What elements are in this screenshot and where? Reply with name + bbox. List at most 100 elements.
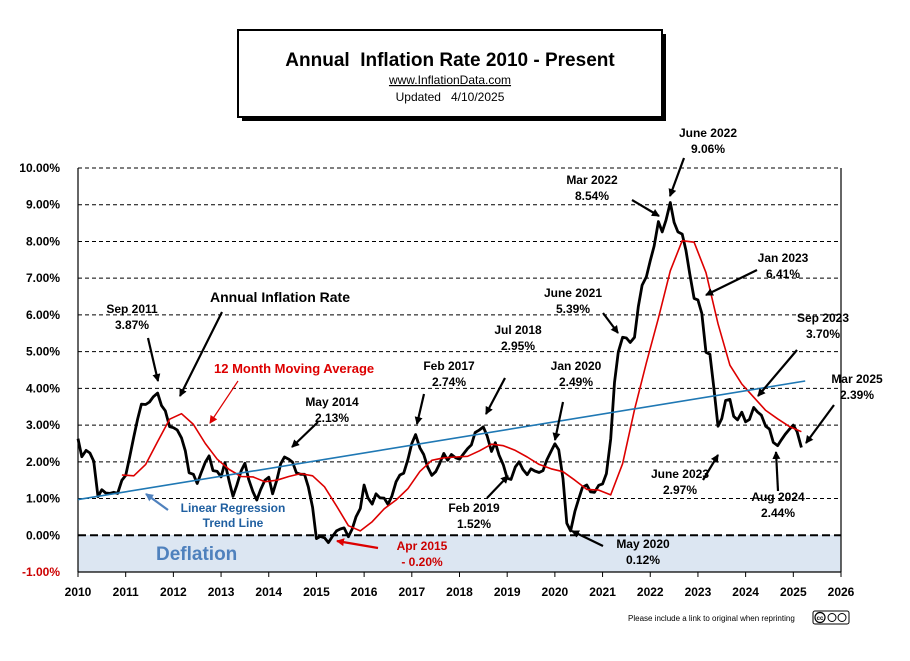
x-tick-label: 2013 bbox=[208, 585, 235, 599]
annotation-label: Sep 2023 bbox=[797, 311, 849, 325]
series-label-moving-average: 12 Month Moving Average bbox=[214, 361, 374, 376]
annotation-label: 2.13% bbox=[315, 411, 349, 425]
annotation-label: Apr 2015 bbox=[397, 539, 448, 553]
x-tick-label: 2024 bbox=[732, 585, 759, 599]
y-tick-label: 4.00% bbox=[26, 381, 60, 395]
annotation-label: 2.97% bbox=[663, 483, 697, 497]
annotation-label: 2.49% bbox=[559, 375, 593, 389]
x-tick-label: 2017 bbox=[398, 585, 425, 599]
annotation-arrow bbox=[702, 454, 719, 481]
axes: -1.00% 0.00% 1.00% 2.00% 3.00% 4.00% 5.00% 6.00… bbox=[19, 161, 854, 599]
annotation-arrow bbox=[772, 451, 781, 492]
annotation-label: Mar 2025 bbox=[831, 372, 883, 386]
annotation-label: 5.39% bbox=[556, 302, 590, 316]
title-box bbox=[237, 29, 663, 118]
annotation-label: - 0.20% bbox=[401, 555, 443, 569]
annotation-label: Sep 2011 bbox=[106, 302, 158, 316]
x-tick-label: 2022 bbox=[637, 585, 664, 599]
cc-license-icon: cc bbox=[812, 610, 850, 625]
annotation-arrow bbox=[757, 349, 798, 397]
x-tick-label: 2021 bbox=[589, 585, 616, 599]
footer-note: Please include a link to original when r… bbox=[628, 614, 795, 623]
x-tick-label: 2011 bbox=[113, 585, 139, 599]
annotation-arrows bbox=[145, 157, 835, 550]
annotation-arrow bbox=[552, 401, 565, 441]
annotation-label: 2.39% bbox=[840, 388, 874, 402]
annotation-label: 9.06% bbox=[691, 142, 725, 156]
x-tick-label: 2019 bbox=[494, 585, 521, 599]
x-tick-label: 2018 bbox=[446, 585, 473, 599]
svg-text:cc: cc bbox=[817, 616, 824, 622]
annotation-label: Feb 2017 bbox=[423, 359, 475, 373]
annotation-label: Jan 2020 bbox=[551, 359, 602, 373]
annotation-label: May 2014 bbox=[305, 395, 359, 409]
x-tick-label: 2010 bbox=[65, 585, 92, 599]
annotation-label: May 2020 bbox=[616, 537, 670, 551]
annotation-label: 6.41% bbox=[766, 267, 800, 281]
moving-average-line bbox=[121, 239, 802, 532]
y-tick-label: 3.00% bbox=[26, 418, 60, 432]
y-tick-label: 0.00% bbox=[26, 528, 60, 542]
title-box-shadow-bottom bbox=[242, 117, 666, 121]
y-tick-label: 9.00% bbox=[26, 198, 60, 212]
annotation-arrow bbox=[336, 538, 379, 550]
y-tick-label: 6.00% bbox=[26, 308, 60, 322]
trend-line bbox=[77, 380, 806, 501]
title-box-shadow bbox=[662, 34, 666, 121]
annotation-labels: Sep 2011 3.87% Mar 2022 8.54% June 2022 9.06%… bbox=[106, 126, 883, 569]
annotation-arrow bbox=[602, 312, 619, 334]
annotation-arrow bbox=[486, 475, 509, 499]
x-tick-label: 2014 bbox=[255, 585, 282, 599]
series-lines bbox=[76, 201, 806, 544]
series-label-inflation: Annual Inflation Rate bbox=[210, 289, 350, 305]
annotation-arrow bbox=[146, 337, 161, 382]
annotation-arrow bbox=[705, 269, 758, 296]
series-label-arrow bbox=[209, 380, 239, 424]
series-label-trend: Linear Regression bbox=[181, 501, 286, 515]
annotation-label: 2.74% bbox=[432, 375, 466, 389]
annotation-arrow bbox=[571, 530, 604, 547]
annotation-label: 1.52% bbox=[457, 517, 491, 531]
y-tick-label: 7.00% bbox=[26, 271, 60, 285]
annotation-label: June 2023 bbox=[651, 467, 709, 481]
series-label-trend: Trend Line bbox=[203, 516, 264, 530]
annotation-label: 2.44% bbox=[761, 506, 795, 520]
x-tick-label: 2012 bbox=[160, 585, 187, 599]
annotation-label: Feb 2019 bbox=[448, 501, 500, 515]
annotation-label: Aug 2024 bbox=[751, 490, 805, 504]
chart-website[interactable]: www.InflationData.com bbox=[388, 73, 511, 87]
series-label-arrow bbox=[179, 311, 223, 397]
y-tick-label: 5.00% bbox=[26, 345, 60, 359]
y-tick-label: -1.00% bbox=[22, 565, 60, 579]
annotation-label: June 2022 bbox=[679, 126, 737, 140]
annotation-label: 3.70% bbox=[806, 327, 840, 341]
annotation-arrow bbox=[631, 199, 660, 217]
annotation-label: Mar 2022 bbox=[566, 173, 618, 187]
x-tick-label: 2016 bbox=[351, 585, 378, 599]
chart-title: Annual Inflation Rate 2010 - Present bbox=[285, 50, 615, 71]
annotation-arrow bbox=[291, 421, 319, 448]
x-tick-label: 2015 bbox=[303, 585, 330, 599]
annotation-label: Jul 2018 bbox=[494, 323, 542, 337]
x-tick-label: 2020 bbox=[542, 585, 569, 599]
annotation-label: June 2021 bbox=[544, 286, 602, 300]
annotation-arrow bbox=[414, 393, 426, 425]
grid bbox=[78, 167, 841, 573]
chart-updated: Updated 4/10/2025 bbox=[396, 90, 505, 104]
annotation-label: 0.12% bbox=[626, 553, 660, 567]
y-tick-label: 1.00% bbox=[26, 492, 60, 506]
annotation-arrow bbox=[805, 404, 835, 444]
annotation-label: 2.95% bbox=[501, 339, 535, 353]
y-tick-label: 10.00% bbox=[19, 161, 60, 175]
deflation-label: Deflation bbox=[156, 544, 237, 565]
x-tick-label: 2025 bbox=[780, 585, 807, 599]
annotation-arrow bbox=[485, 377, 506, 415]
y-tick-label: 2.00% bbox=[26, 455, 60, 469]
annotation-label: 8.54% bbox=[575, 189, 609, 203]
deflation-region bbox=[78, 535, 841, 572]
x-tick-label: 2023 bbox=[685, 585, 712, 599]
x-tick-label: 2026 bbox=[828, 585, 855, 599]
y-tick-label: 8.00% bbox=[26, 234, 60, 248]
series-label-arrow bbox=[145, 493, 169, 511]
